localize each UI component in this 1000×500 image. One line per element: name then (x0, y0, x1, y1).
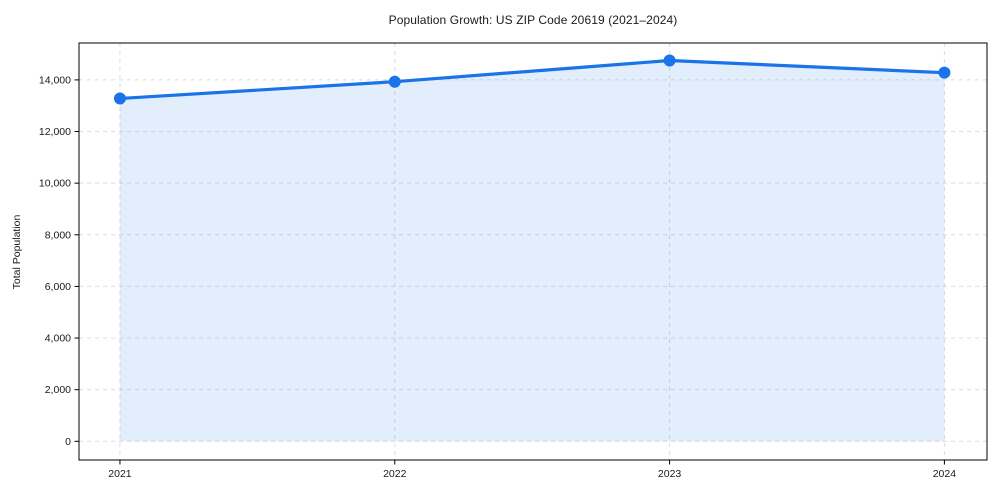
axes-frame (78, 42, 988, 461)
y-tick-label: 4,000 (45, 333, 71, 345)
area-fill (119, 60, 945, 442)
y-tick-label: 6,000 (45, 281, 71, 293)
y-tick-label: 2,000 (45, 384, 71, 396)
y-tick-label: 12,000 (39, 126, 71, 138)
y-tick-label: 0 (65, 436, 71, 448)
data-point-2022 (388, 75, 401, 88)
chart-title: Population Growth: US ZIP Code 20619 (20… (388, 13, 678, 27)
y-axis-label: Total Population (11, 214, 23, 290)
x-tick-label: 2023 (658, 468, 682, 480)
x-tick-label: 2021 (108, 468, 132, 480)
y-tick-label: 14,000 (39, 74, 71, 86)
y-tick-label: 8,000 (45, 229, 71, 241)
x-tick-label: 2024 (933, 468, 957, 480)
x-tick-label: 2022 (383, 468, 407, 480)
y-tick-label: 10,000 (39, 178, 71, 190)
data-point-2021 (113, 92, 126, 105)
population-line (118, 58, 947, 101)
data-point-2023 (663, 54, 676, 67)
data-point-2024 (938, 66, 951, 79)
